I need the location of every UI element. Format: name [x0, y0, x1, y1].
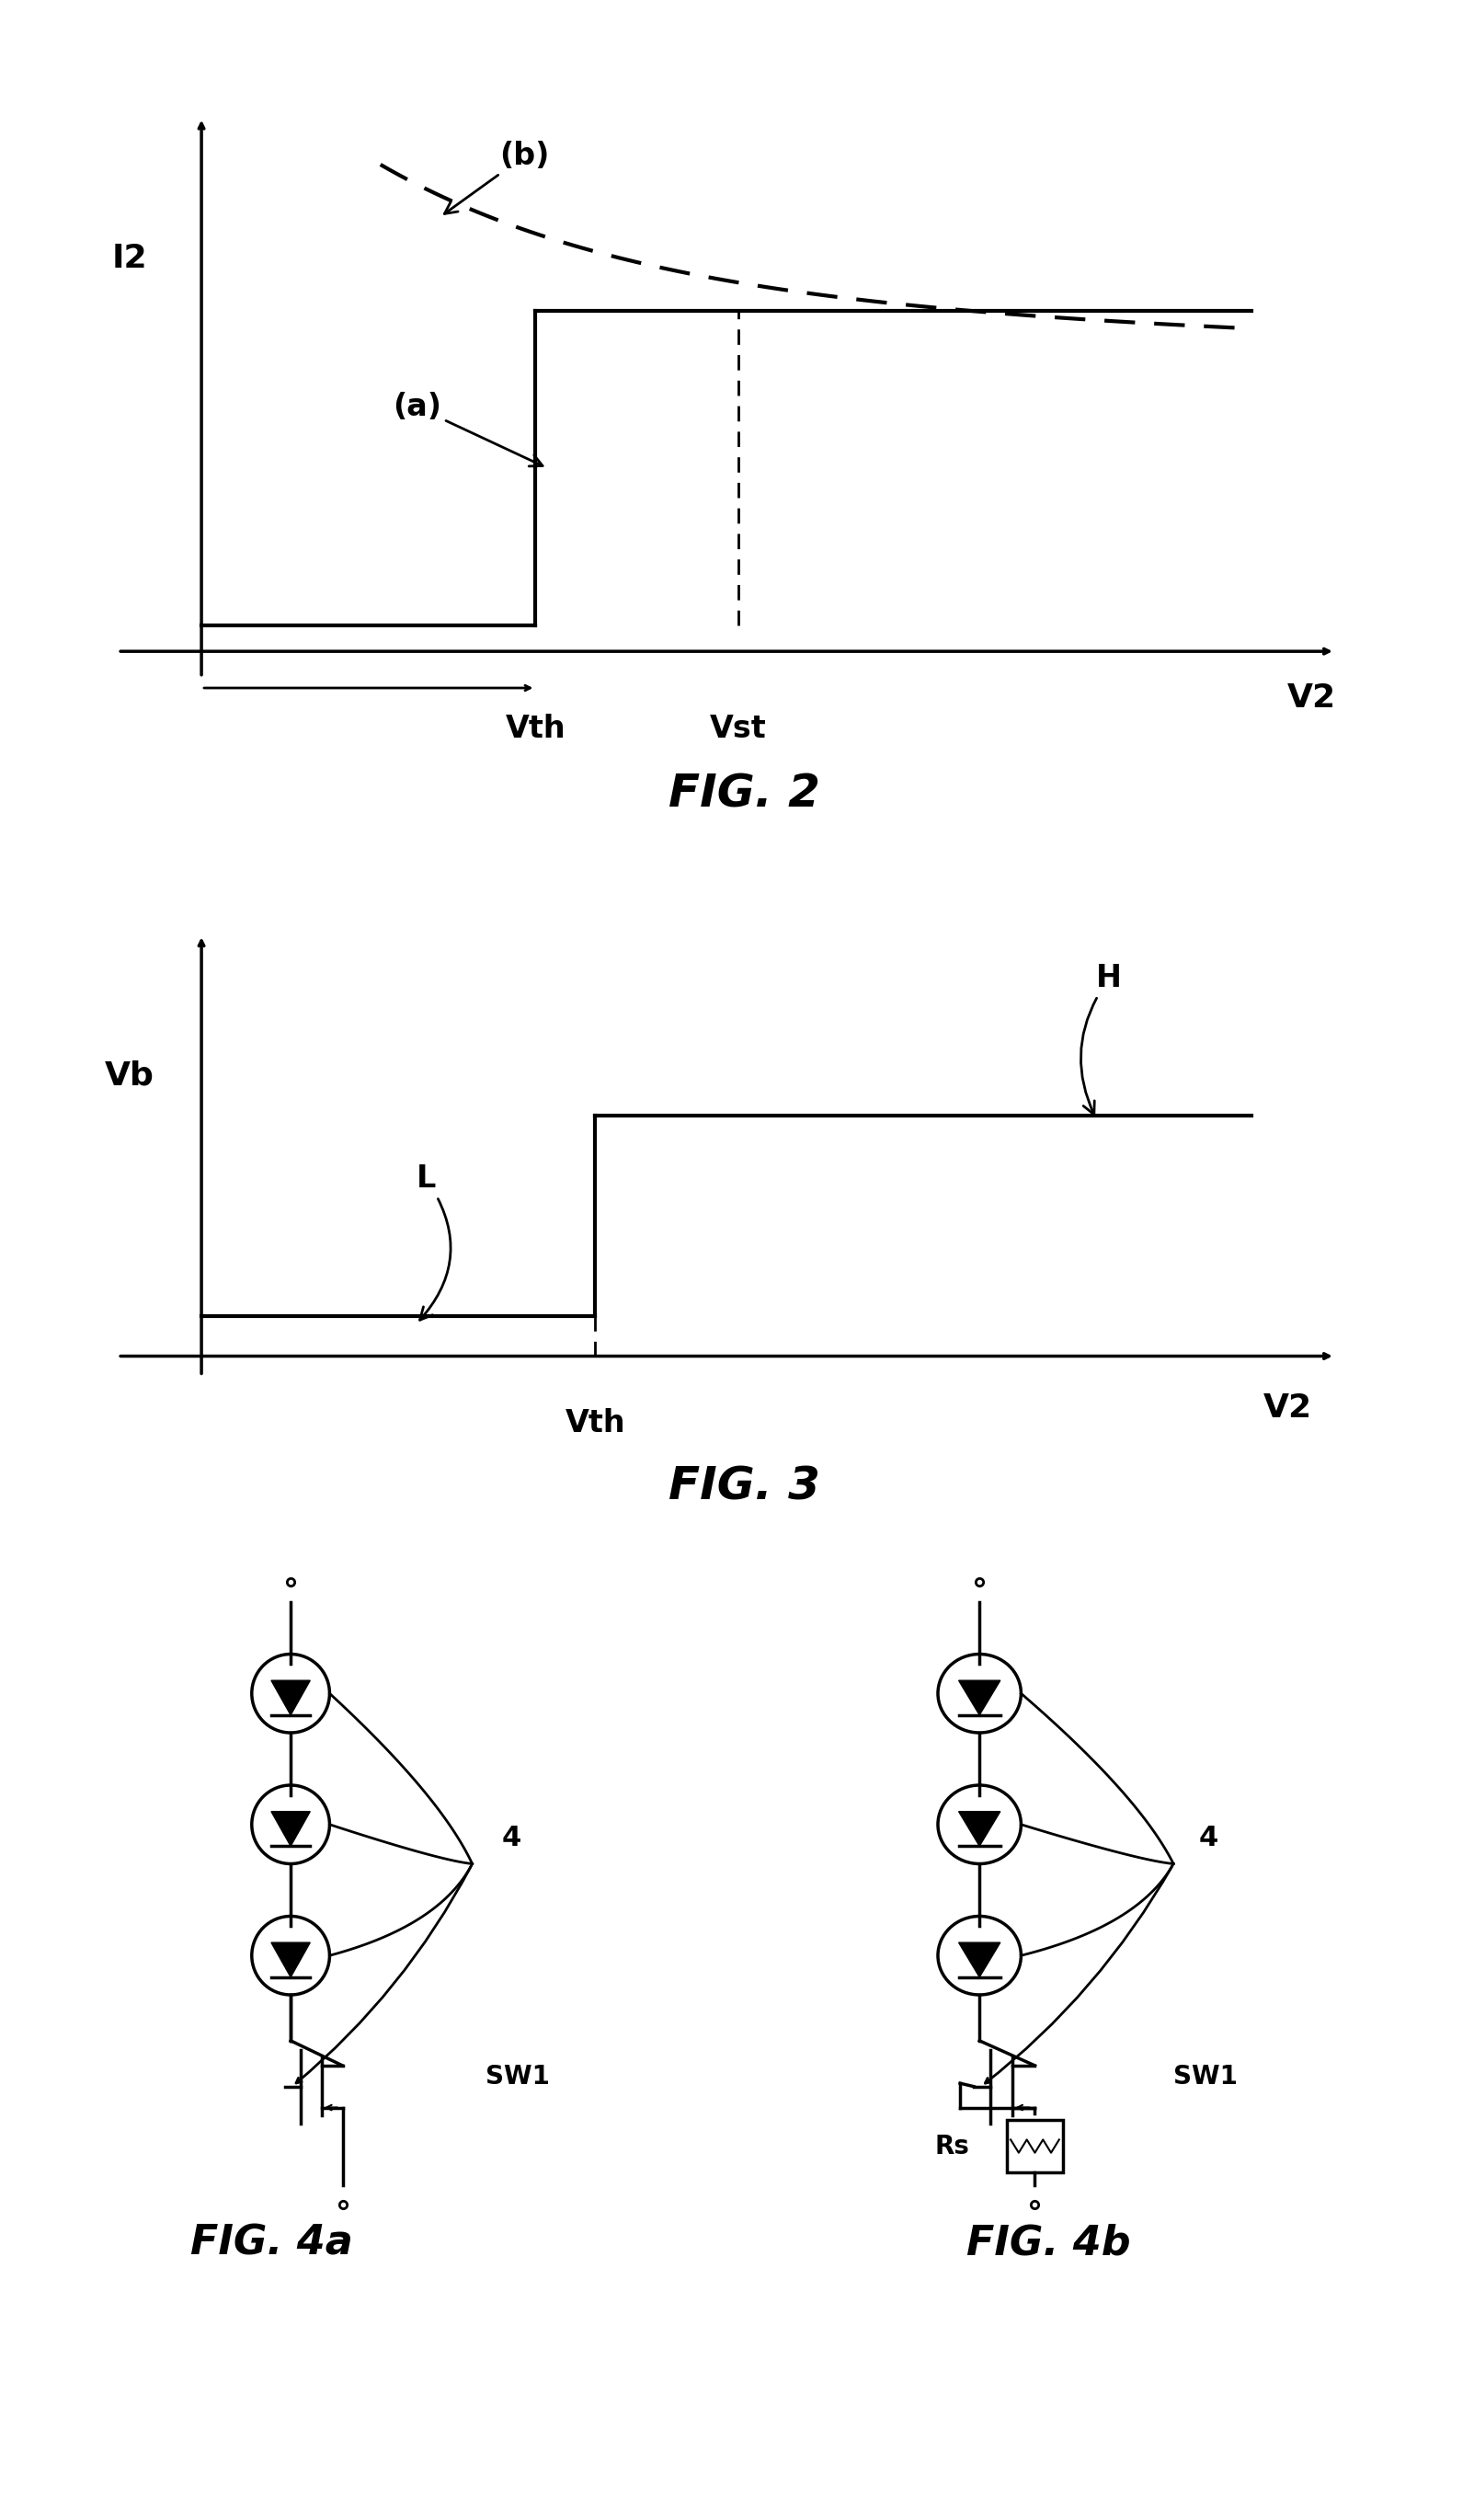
Text: FIG. 3: FIG. 3	[669, 1464, 820, 1509]
Text: FIG. 4a: FIG. 4a	[190, 2223, 352, 2263]
Polygon shape	[958, 1812, 1001, 1847]
Text: L: L	[416, 1164, 451, 1320]
Text: SW1: SW1	[1173, 2064, 1238, 2089]
Text: (b): (b)	[445, 141, 550, 214]
Polygon shape	[958, 1943, 1001, 1978]
Polygon shape	[958, 1681, 1001, 1716]
Bar	[1007, 2119, 1063, 2172]
Text: Vst: Vst	[710, 713, 766, 743]
Text: H: H	[1080, 963, 1122, 1114]
Polygon shape	[271, 1812, 310, 1847]
Text: I2: I2	[112, 242, 147, 275]
Text: 4: 4	[501, 1824, 520, 1850]
Polygon shape	[271, 1943, 310, 1978]
Text: FIG. 2: FIG. 2	[669, 771, 820, 816]
Text: Vth: Vth	[565, 1409, 625, 1439]
Text: SW1: SW1	[485, 2064, 550, 2089]
Text: V2: V2	[1287, 683, 1335, 713]
Text: Vb: Vb	[105, 1058, 155, 1091]
Text: FIG. 4b: FIG. 4b	[967, 2223, 1131, 2263]
Text: (a): (a)	[392, 393, 542, 466]
Polygon shape	[271, 1681, 310, 1716]
Text: V2: V2	[1263, 1394, 1312, 1424]
Text: Rs: Rs	[935, 2134, 970, 2160]
Text: Vth: Vth	[506, 713, 566, 743]
Text: 4: 4	[1198, 1824, 1218, 1850]
